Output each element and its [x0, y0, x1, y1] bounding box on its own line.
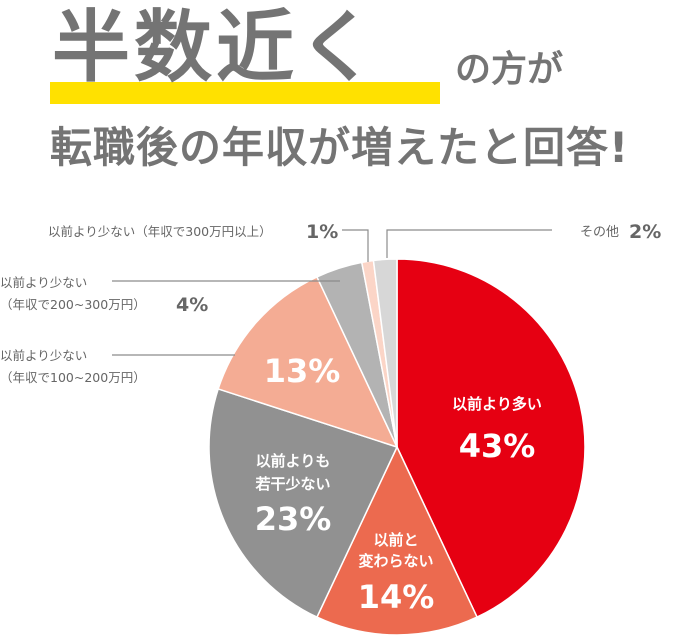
- pie-slice-3: [217, 275, 399, 449]
- callout-line-300: [342, 229, 369, 262]
- slice-label-same-1: 以前と: [373, 531, 418, 549]
- slice-pct-more: 43%: [459, 427, 536, 465]
- callout-300-pct: 1%: [306, 221, 338, 243]
- slice-label-slightly-1: 以前よりも: [256, 452, 331, 470]
- pie-slices: [208, 258, 586, 635]
- callout-200-pct: 4%: [176, 294, 208, 316]
- callout-100-label-1: 以前より少ない: [0, 348, 87, 363]
- slice-label-slightly-2: 若干少ない: [254, 475, 330, 493]
- slice-pct-100-200: 13%: [264, 352, 341, 390]
- headline-subtitle: 転職後の年収が増えたと回答!: [50, 123, 630, 172]
- slice-pct-same: 14%: [358, 578, 435, 616]
- pie-slice-0: [396, 258, 586, 619]
- slice-label-more: 以前より多い: [452, 395, 542, 413]
- callout-300-label: 以前より少ない（年収で300万円以上）: [48, 224, 272, 239]
- slice-label-same-2: 変わらない: [358, 552, 433, 570]
- callout-lines: [112, 229, 552, 356]
- callout-100-label-2: （年収で100~200万円）: [0, 370, 146, 385]
- callout-other-pct: 2%: [629, 221, 661, 243]
- pie-slice-2: [208, 387, 399, 619]
- headline: 半数近く の方が 転職後の年収が増えたと回答!: [0, 0, 675, 180]
- headline-highlight: [50, 82, 440, 104]
- headline-small-text: の方が: [455, 49, 564, 90]
- callout-other-label: その他: [580, 225, 619, 240]
- callout-line-other: [386, 229, 552, 258]
- headline-big-text: 半数近く: [52, 3, 381, 93]
- callout-200-label-1: 以前より少ない: [0, 275, 87, 290]
- pie-slice-6: [372, 258, 398, 448]
- callout-200-label-2: （年収で200~300万円）: [0, 297, 146, 312]
- slice-pct-slightly: 23%: [255, 500, 332, 538]
